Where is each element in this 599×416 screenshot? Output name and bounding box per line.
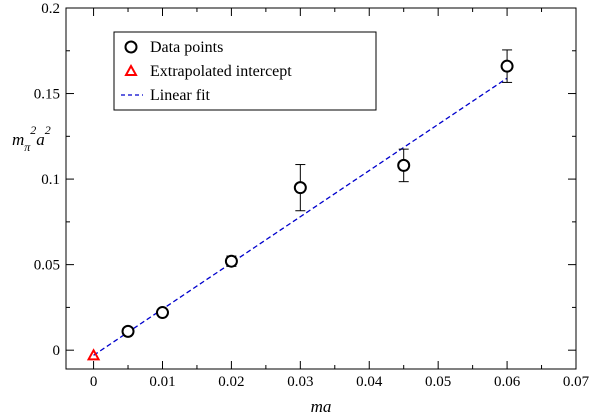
intercept-triangle-marker	[86, 348, 101, 361]
legend-triangle-icon	[124, 63, 138, 76]
fit-line-layer	[93, 77, 508, 356]
data-point-marker	[155, 306, 169, 320]
legend-label-data-points: Data points	[150, 39, 223, 56]
x-tick-label: 0.06	[494, 374, 521, 390]
data-markers	[86, 59, 514, 361]
x-tick-label: 0.07	[563, 374, 590, 390]
legend-label-linear-fit: Linear fit	[150, 87, 211, 104]
data-point-marker	[121, 324, 135, 338]
x-tick-label: 0.02	[218, 374, 244, 390]
y-axis-ticks: 0 0.05 0.1 0.15 0.2	[34, 1, 576, 359]
data-point-marker	[293, 181, 307, 195]
data-point-marker	[397, 158, 411, 172]
y-label-base: m	[12, 130, 24, 149]
legend: Data points Extrapolated intercept Linea…	[113, 31, 377, 111]
x-tick-label: 0.03	[287, 374, 313, 390]
x-axis-ticks: 0 0.01 0.02 0.03 0.04 0.05 0.06 0.07	[90, 8, 590, 390]
x-axis-label: ma	[311, 397, 332, 416]
plot-frame	[65, 7, 577, 370]
y-label-mid: a	[36, 130, 45, 149]
legend-label-extrapolated-intercept: Extrapolated intercept	[150, 63, 292, 80]
y-tick-label: 0.2	[41, 1, 60, 17]
linear-fit-line	[93, 77, 508, 356]
data-point-marker	[500, 59, 514, 73]
data-point-marker	[224, 254, 238, 268]
y-tick-label: 0.05	[34, 258, 60, 274]
y-tick-label: 0.1	[41, 172, 60, 188]
y-tick-label: 0.15	[34, 87, 60, 103]
y-axis-label: mπ2a2	[12, 123, 51, 154]
x-tick-label: 0.01	[149, 374, 175, 390]
x-tick-label: 0	[90, 374, 98, 390]
legend-box	[113, 31, 377, 111]
y-label-sup1: 2	[30, 123, 36, 137]
legend-circle-icon	[124, 40, 138, 54]
y-label-sup2: 2	[45, 123, 51, 137]
x-tick-label: 0.04	[356, 374, 383, 390]
x-tick-label: 0.05	[425, 374, 451, 390]
y-tick-label: 0	[53, 343, 61, 359]
y-label-sub: π	[24, 140, 31, 154]
